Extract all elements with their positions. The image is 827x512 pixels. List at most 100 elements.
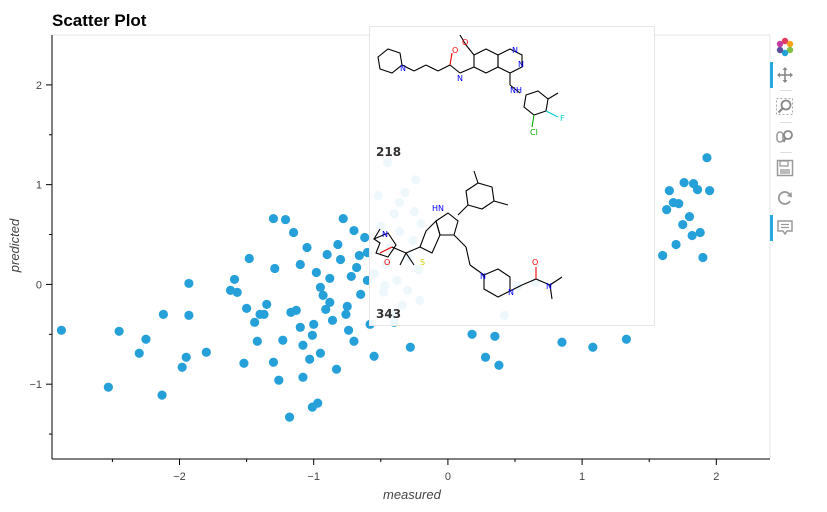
scatter-point[interactable]	[702, 153, 712, 163]
scatter-point[interactable]	[687, 230, 697, 241]
toolbar-separator	[780, 152, 792, 153]
y-axis-ticks: −1 0 1 2	[29, 80, 52, 435]
scatter-point[interactable]	[369, 351, 379, 361]
scatter-point[interactable]	[335, 254, 346, 265]
scatter-point[interactable]	[315, 348, 326, 358]
scatter-point[interactable]	[280, 214, 291, 225]
wheel-zoom-tool-button[interactable]	[770, 124, 800, 150]
pan-tool-button[interactable]	[770, 62, 800, 88]
scatter-point[interactable]	[114, 326, 124, 336]
scatter-point[interactable]	[621, 334, 632, 344]
scatter-point[interactable]	[278, 335, 288, 345]
scatter-point[interactable]	[239, 358, 249, 368]
scatter-point[interactable]	[302, 242, 312, 253]
scatter-point[interactable]	[338, 213, 348, 224]
scatter-point[interactable]	[274, 375, 284, 385]
scatter-point[interactable]	[664, 186, 674, 196]
scatter-point[interactable]	[177, 362, 187, 372]
scatter-point[interactable]	[184, 278, 194, 289]
scatter-point[interactable]	[268, 213, 279, 224]
scatter-point[interactable]	[103, 382, 113, 392]
scatter-point[interactable]	[268, 357, 279, 367]
scatter-point[interactable]	[318, 290, 328, 300]
scatter-point[interactable]	[158, 309, 168, 319]
scatter-point[interactable]	[698, 252, 708, 263]
scatter-point[interactable]	[678, 219, 688, 230]
scatter-point[interactable]	[325, 273, 335, 284]
scatter-point[interactable]	[342, 301, 352, 311]
svg-text:N: N	[457, 74, 463, 83]
scatter-point[interactable]	[309, 319, 319, 329]
scatter-point[interactable]	[286, 307, 296, 317]
scatter-point[interactable]	[298, 340, 308, 350]
tooltip-label-343: 343	[376, 307, 402, 321]
scatter-point[interactable]	[349, 225, 359, 236]
scatter-point[interactable]	[56, 325, 66, 335]
scatter-point[interactable]	[244, 253, 254, 264]
scatter-point[interactable]	[588, 342, 598, 352]
box-zoom-tool-button[interactable]	[770, 94, 800, 120]
scatter-point[interactable]	[356, 289, 366, 299]
scatter-point[interactable]	[354, 250, 364, 261]
scatter-point[interactable]	[295, 259, 305, 270]
reset-icon	[777, 191, 792, 205]
scatter-point[interactable]	[494, 360, 504, 370]
scatter-point[interactable]	[241, 303, 252, 313]
save-tool-button[interactable]	[770, 155, 800, 181]
scatter-point[interactable]	[252, 336, 262, 346]
scatter-point[interactable]	[311, 267, 321, 278]
scatter-point[interactable]	[325, 297, 335, 307]
scatter-point[interactable]	[346, 271, 356, 282]
scatter-point[interactable]	[333, 239, 343, 250]
scatter-point[interactable]	[684, 211, 695, 222]
scatter-point[interactable]	[307, 330, 317, 340]
scatter-point[interactable]	[250, 317, 260, 327]
scatter-point[interactable]	[141, 334, 151, 344]
scatter-point[interactable]	[352, 262, 362, 273]
bokeh-logo-icon[interactable]	[770, 34, 800, 60]
scatter-point[interactable]	[405, 342, 415, 352]
scatter-point[interactable]	[284, 412, 295, 422]
scatter-point[interactable]	[671, 239, 681, 250]
scatter-point[interactable]	[259, 309, 269, 319]
scatter-point[interactable]	[201, 347, 211, 357]
scatter-point[interactable]	[288, 227, 299, 238]
hover-tool-button[interactable]	[770, 215, 800, 241]
scatter-point[interactable]	[322, 249, 332, 260]
scatter-point[interactable]	[321, 304, 331, 314]
scatter-point[interactable]	[262, 299, 272, 309]
scatter-point[interactable]	[688, 179, 699, 189]
wheel-zoom-icon	[776, 130, 793, 143]
scatter-point[interactable]	[557, 337, 567, 347]
scatter-point[interactable]	[331, 364, 342, 374]
scatter-point[interactable]	[157, 390, 167, 400]
scatter-point[interactable]	[313, 398, 323, 408]
scatter-point[interactable]	[349, 336, 359, 346]
scatter-point[interactable]	[184, 310, 194, 320]
scatter-point[interactable]	[360, 232, 370, 243]
scatter-point[interactable]	[298, 372, 308, 382]
scatter-point[interactable]	[658, 250, 668, 261]
scatter-point[interactable]	[134, 348, 144, 358]
scatter-point[interactable]	[229, 274, 240, 285]
y-tick-label: −1	[29, 379, 42, 391]
scatter-point[interactable]	[467, 329, 477, 339]
scatter-point[interactable]	[232, 287, 242, 297]
scatter-point[interactable]	[674, 199, 684, 209]
scatter-point[interactable]	[315, 282, 326, 293]
scatter-point[interactable]	[327, 315, 338, 325]
scatter-point[interactable]	[662, 204, 672, 215]
scatter-point[interactable]	[679, 178, 689, 188]
scatter-point[interactable]	[181, 352, 191, 362]
scatter-point[interactable]	[705, 186, 715, 196]
scatter-point[interactable]	[305, 354, 315, 364]
scatter-point[interactable]	[480, 352, 491, 362]
scatter-point[interactable]	[295, 322, 305, 332]
scatter-point[interactable]	[695, 227, 705, 238]
reset-tool-button[interactable]	[770, 185, 800, 211]
svg-text:N: N	[400, 64, 406, 73]
scatter-point[interactable]	[490, 331, 500, 341]
scatter-point[interactable]	[270, 263, 280, 274]
scatter-point[interactable]	[343, 325, 354, 335]
scatter-point[interactable]	[341, 309, 351, 319]
